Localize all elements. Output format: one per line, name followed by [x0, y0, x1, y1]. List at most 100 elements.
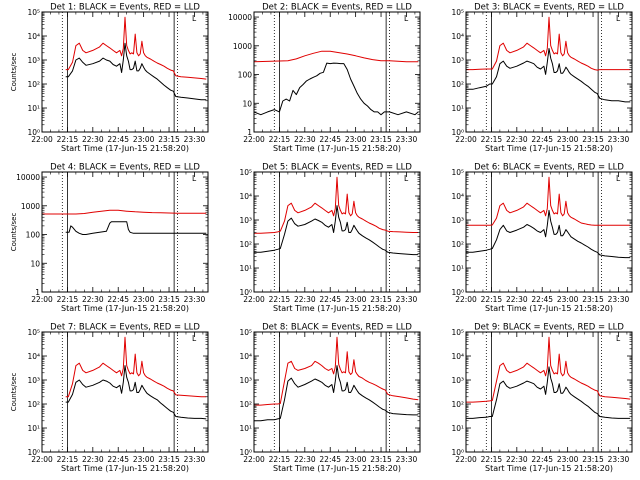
y-tick-label: 10¹	[27, 104, 40, 113]
chart-panel-det-1: Det 1: BLACK = Events, RED = LLD 10⁰ 10¹ 10…	[10, 3, 209, 153]
x-tick-label: 22:00	[243, 455, 265, 464]
x-tick-label: 23:15	[582, 455, 604, 464]
x-tick-label: 22:15	[57, 455, 79, 464]
series-line-events	[65, 42, 207, 101]
y-tick-label: 10⁵	[239, 328, 252, 337]
y-tick-label: 10¹	[451, 104, 464, 113]
y-tick-label: 10⁵	[451, 328, 464, 337]
y-tick-label: 10⁴	[451, 32, 464, 41]
x-tick-label: 22:30	[82, 295, 104, 304]
y-tick-label: 10¹	[239, 264, 252, 273]
y-tick-label: 10⁴	[239, 352, 252, 361]
y-tick-label: 10⁴	[27, 32, 40, 41]
y-tick-label: 10⁰	[451, 128, 464, 137]
y-tick-label: 10²	[451, 240, 464, 249]
series-line-events	[254, 205, 419, 256]
plot-frame	[41, 331, 209, 453]
x-tick-label: 22:30	[294, 295, 316, 304]
y-tick-label: 10³	[27, 56, 40, 65]
y-tick-label: 10⁰	[451, 288, 464, 297]
y-tick-label: 10²	[239, 240, 252, 249]
x-tick-label: 22:15	[481, 135, 503, 144]
x-tick-label: 23:00	[133, 135, 155, 144]
x-tick-label: 22:45	[531, 455, 553, 464]
series-line-lld	[466, 16, 631, 71]
series-line-events	[65, 365, 207, 420]
x-tick-label: 23:30	[184, 295, 206, 304]
x-tick-label: 22:00	[455, 295, 477, 304]
y-tick-label: 100	[26, 231, 41, 240]
y-tick-label: 10⁵	[239, 168, 252, 177]
y-tick-label: 10²	[451, 80, 464, 89]
x-tick-label: 23:30	[396, 295, 418, 304]
x-tick-label: 22:15	[481, 455, 503, 464]
plot-frame	[465, 171, 633, 293]
chart-title: Det 9: BLACK = Events, RED = LLD	[474, 323, 624, 333]
x-tick-label: 22:30	[82, 135, 104, 144]
y-tick-label: 10⁵	[27, 328, 40, 337]
chart-panel-det-4: Det 4: BLACK = Events, RED = LLD 1 10 100 10…	[10, 163, 209, 313]
x-tick-label: 23:15	[158, 295, 180, 304]
x-tick-label: 22:45	[531, 295, 553, 304]
y-tick-label: 10²	[239, 400, 252, 409]
x-tick-label: 22:30	[294, 455, 316, 464]
x-tick-label: 22:00	[455, 135, 477, 144]
x-tick-label: 22:30	[294, 135, 316, 144]
chart-title: Det 8: BLACK = Events, RED = LLD	[262, 323, 412, 333]
legend-mark: L	[192, 174, 197, 183]
x-tick-label: 23:30	[396, 455, 418, 464]
y-axis-label: Counts/sec	[10, 373, 18, 412]
plot-frame	[41, 11, 209, 133]
y-tick-label: 10⁰	[239, 288, 252, 297]
x-tick-label: 23:00	[345, 455, 367, 464]
y-tick-label: 10000	[16, 173, 40, 182]
legend-mark: L	[616, 334, 621, 343]
x-tick-label: 22:45	[531, 135, 553, 144]
plot-frame	[465, 11, 633, 133]
x-tick-label: 23:15	[370, 295, 392, 304]
legend-mark: L	[616, 14, 621, 23]
x-tick-label: 22:00	[455, 455, 477, 464]
y-tick-label: 10⁵	[27, 8, 40, 17]
x-axis-label: Start Time (17-Jun-15 21:58:20)	[485, 304, 613, 313]
y-tick-label: 10⁵	[451, 168, 464, 177]
plot-frame	[253, 171, 421, 293]
series-line-events	[466, 209, 631, 259]
y-tick-label: 10⁰	[451, 448, 464, 457]
x-tick-label: 22:45	[107, 455, 129, 464]
x-tick-label: 22:15	[57, 135, 79, 144]
y-tick-label: 10¹	[451, 424, 464, 433]
y-tick-label: 10⁴	[239, 192, 252, 201]
y-tick-label: 10¹	[27, 424, 40, 433]
chart-panel-det-2: Det 2: BLACK = Events, RED = LLD 1 10 100 10…	[228, 3, 421, 153]
series-line-lld	[254, 176, 419, 234]
y-axis-label: Counts/sec	[10, 53, 18, 92]
y-axis-label: Counts/sec	[10, 213, 18, 252]
x-tick-label: 23:30	[184, 135, 206, 144]
x-tick-label: 23:15	[582, 295, 604, 304]
x-tick-label: 22:45	[107, 135, 129, 144]
series-line-events	[254, 365, 419, 422]
chart-panel-det-9: Det 9: BLACK = Events, RED = LLD 10⁰ 10¹ 10…	[451, 323, 633, 473]
x-tick-label: 23:00	[557, 295, 579, 304]
x-tick-label: 23:30	[608, 135, 630, 144]
plot-frame	[41, 171, 209, 293]
chart-panel-det-6: Det 6: BLACK = Events, RED = LLD 10⁰ 10¹ 10…	[451, 163, 633, 313]
x-tick-label: 22:15	[269, 135, 291, 144]
y-tick-label: 10⁰	[27, 448, 40, 457]
chart-panel-det-8: Det 8: BLACK = Events, RED = LLD 10⁰ 10¹ 10…	[239, 323, 421, 473]
y-tick-label: 10⁵	[451, 8, 464, 17]
x-axis-label: Start Time (17-Jun-15 21:58:20)	[485, 464, 613, 473]
series-line-lld	[466, 336, 631, 403]
y-tick-label: 10³	[451, 376, 464, 385]
series-line-events	[466, 48, 631, 103]
x-tick-label: 23:15	[582, 135, 604, 144]
y-tick-label: 10²	[27, 400, 40, 409]
x-tick-label: 23:30	[608, 295, 630, 304]
chart-panel-det-3: Det 3: BLACK = Events, RED = LLD 10⁰ 10¹ 10…	[451, 3, 633, 153]
x-tick-label: 23:15	[370, 455, 392, 464]
y-tick-label: 10²	[451, 400, 464, 409]
series-line-lld	[254, 336, 419, 406]
y-tick-label: 10	[30, 259, 40, 268]
